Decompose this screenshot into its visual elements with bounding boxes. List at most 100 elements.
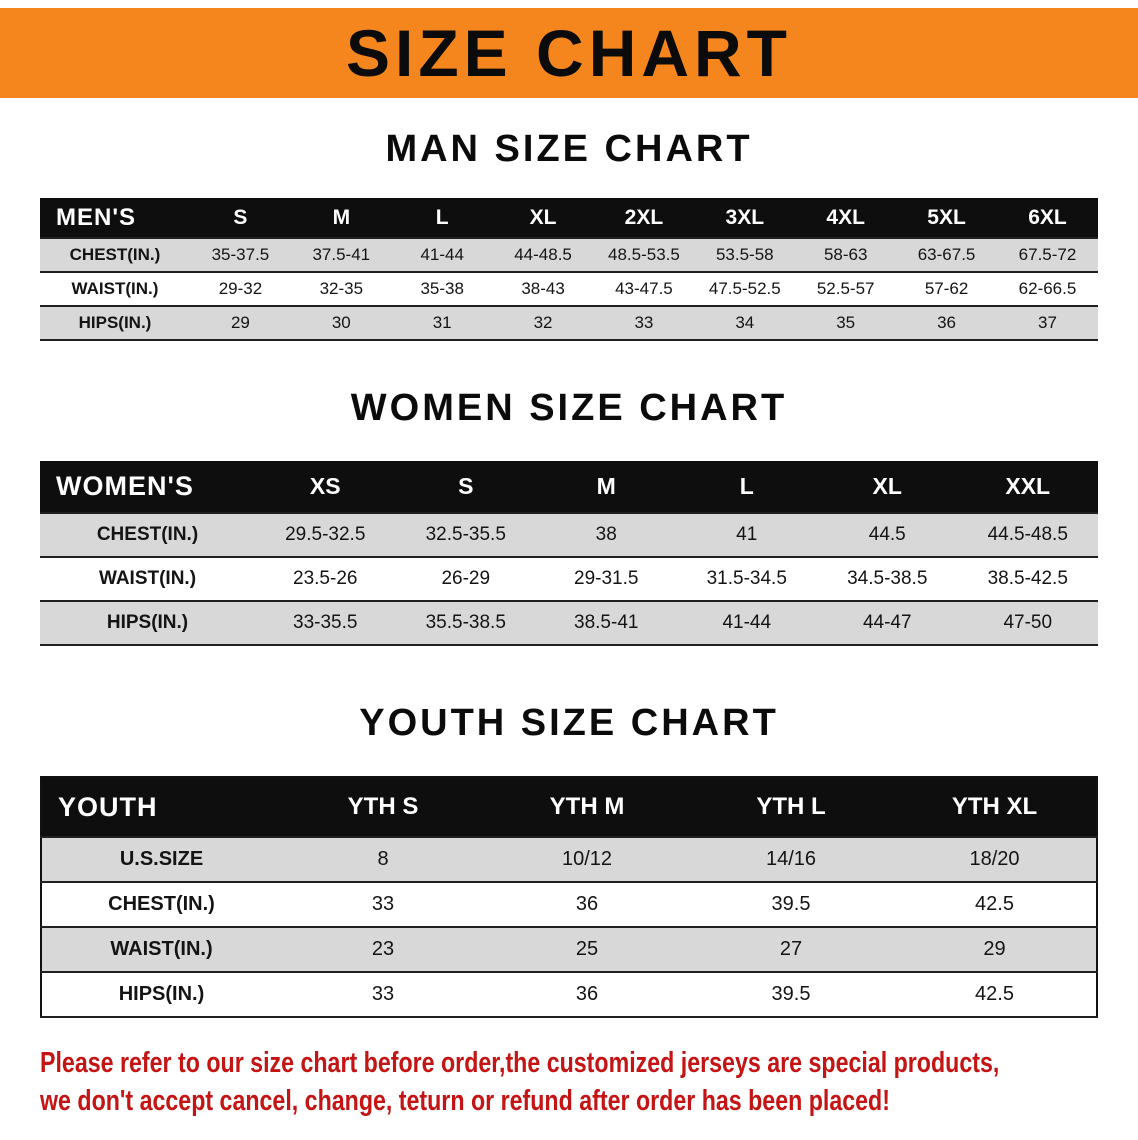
title-banner: SIZE CHART: [0, 8, 1138, 98]
size-value: 44-47: [862, 612, 912, 633]
size-value: 42.5: [975, 983, 1014, 1005]
size-value: 38: [595, 524, 617, 545]
size-value: 36: [575, 983, 599, 1005]
youth-size-chart-section: YOUTH SIZE CHART YOUTH YTH S YTH M YTH L YTH…: [0, 700, 1138, 1018]
size-value: 38.5-42.5: [987, 568, 1068, 589]
size-value: 23.5-26: [293, 568, 358, 589]
size-value: 44.5: [868, 524, 906, 545]
size-column-header: XXL: [957, 461, 1098, 513]
size-value: 33-35.5: [293, 612, 358, 633]
table-row: HIPS(IN.) 29 30 31 32 33 34 35 36 37: [40, 306, 1098, 340]
table-row: HIPS(IN.) 33-35.5 35.5-38.5 38.5-41 41-44 44-…: [40, 601, 1098, 645]
size-value: 36: [575, 893, 599, 915]
size-column-header: S: [395, 461, 536, 513]
size-value: 39.5: [771, 983, 811, 1005]
page-title: SIZE CHART: [346, 16, 792, 90]
table-row: CHEST(IN.) 35-37.5 37.5-41 41-44 44-48.5 48.5…: [40, 238, 1098, 272]
women-size-table: WOMEN'S XS S M L XL XXL CHEST(IN.) 29.5-32.5 32.5…: [40, 461, 1098, 646]
size-value: 44.5-48.5: [987, 524, 1068, 545]
size-table: MEN'S S M L XL 2XL 3XL 4XL 5XL 6XL CHEST(IN.) 35-37…: [40, 198, 1098, 341]
row-label: CHEST(IN.): [108, 893, 215, 915]
size-value: 32: [533, 313, 553, 332]
size-value: 27: [779, 938, 803, 960]
size-value: 29: [230, 313, 250, 332]
size-column-header: YTH S: [281, 777, 485, 837]
row-label: HIPS(IN.): [106, 612, 189, 633]
size-value: 39.5: [771, 893, 811, 915]
size-value: 58-63: [823, 245, 868, 264]
size-value: 31.5-34.5: [706, 568, 787, 589]
size-value: 34: [735, 313, 755, 332]
size-value: 43-47.5: [615, 279, 673, 298]
size-value: 67.5-72: [1018, 245, 1077, 264]
row-label: CHEST(IN.): [69, 245, 161, 264]
row-label: WAIST(IN.): [110, 938, 213, 960]
size-column-header: 5XL: [896, 198, 997, 238]
size-value: 29.5-32.5: [285, 524, 366, 545]
size-table: YOUTH YTH S YTH M YTH L YTH XL U.S.SIZE 8 10/12…: [40, 776, 1098, 1018]
size-value: 35.5-38.5: [425, 612, 506, 633]
size-column-header: YTH M: [485, 777, 689, 837]
size-value: 34.5-38.5: [847, 568, 928, 589]
size-column-header: L: [391, 198, 493, 238]
women-size-chart-section: WOMEN SIZE CHART WOMEN'S XS S M L XL XXL CHEST(…: [0, 385, 1138, 646]
size-value: 26-29: [441, 568, 491, 589]
size-value: 47-50: [1003, 612, 1053, 633]
table-row: WAIST(IN.) 23.5-26 26-29 29-31.5 31.5-34.5 34…: [40, 557, 1098, 601]
size-column-header: XS: [255, 461, 396, 513]
table-header-row: MEN'S S M L XL 2XL 3XL 4XL 5XL 6XL: [40, 198, 1098, 238]
table-header-row: WOMEN'S XS S M L XL XXL: [40, 461, 1098, 513]
row-label: HIPS(IN.): [118, 983, 205, 1005]
size-chart-page: SIZE CHART MAN SIZE CHART MEN'S S M L XL 2XL 3…: [0, 8, 1138, 1120]
size-value: 37: [1038, 313, 1057, 332]
table-row: HIPS(IN.) 33 36 39.5 42.5: [41, 972, 1097, 1017]
youth-size-table: YOUTH YTH S YTH M YTH L YTH XL U.S.SIZE 8 10/12…: [40, 776, 1098, 1018]
table-header-row: YOUTH YTH S YTH M YTH L YTH XL: [41, 777, 1097, 837]
table-corner-label: WOMEN'S: [40, 461, 255, 513]
size-value: 10/12: [561, 848, 613, 870]
size-value: 29: [983, 938, 1006, 960]
size-value: 57-62: [924, 279, 969, 298]
row-label: CHEST(IN.): [96, 524, 199, 545]
size-value: 37.5-41: [312, 245, 371, 264]
size-value: 48.5-53.5: [608, 245, 680, 264]
table-row: WAIST(IN.) 23 25 27 29: [41, 927, 1097, 972]
size-value: 33: [634, 313, 654, 332]
row-label: HIPS(IN.): [78, 313, 152, 332]
size-column-header: M: [290, 198, 392, 238]
size-value: 35-37.5: [211, 245, 270, 264]
size-value: 38.5-41: [574, 612, 639, 633]
size-value: 18/20: [969, 848, 1020, 870]
notice-line-1: Please refer to our size chart before or…: [40, 1047, 1000, 1079]
table-row: CHEST(IN.) 29.5-32.5 32.5-35.5 38 41 44.5 44.5…: [40, 513, 1098, 557]
men-size-chart-section: MAN SIZE CHART MEN'S S M L XL 2XL 3XL 4XL 5XL 6XL…: [0, 126, 1138, 341]
size-column-header: M: [536, 461, 677, 513]
size-value: 25: [575, 938, 599, 960]
size-value: 32.5-35.5: [425, 524, 506, 545]
size-value: 31: [432, 313, 452, 332]
size-column-header: 2XL: [593, 198, 695, 238]
size-value: 36: [937, 313, 957, 332]
row-label: WAIST(IN.): [98, 568, 197, 589]
women-section-heading: WOMEN SIZE CHART: [350, 387, 788, 429]
size-value: 41: [736, 524, 758, 545]
size-value: 62-66.5: [1018, 279, 1077, 298]
table-corner-label: YOUTH: [41, 777, 281, 837]
size-value: 33: [371, 983, 395, 1005]
table-row: WAIST(IN.) 29-32 32-35 35-38 38-43 43-47.5 47.…: [40, 272, 1098, 306]
men-size-table: MEN'S S M L XL 2XL 3XL 4XL 5XL 6XL CHEST(IN.) 35-37…: [40, 198, 1098, 341]
order-notice: Please refer to our size chart before or…: [40, 1044, 1138, 1120]
size-value: 23: [371, 938, 395, 960]
size-column-header: YTH L: [689, 777, 893, 837]
row-label: U.S.SIZE: [119, 848, 204, 870]
table-corner-label: MEN'S: [40, 198, 190, 238]
size-column-header: 6XL: [997, 198, 1098, 238]
size-value: 38-43: [521, 279, 565, 298]
size-column-header: YTH XL: [893, 777, 1097, 837]
row-label: WAIST(IN.): [71, 279, 159, 298]
size-value: 42.5: [975, 893, 1014, 915]
size-value: 35-38: [420, 279, 464, 298]
size-column-header: 3XL: [694, 198, 796, 238]
size-value: 41-44: [722, 612, 772, 633]
size-value: 29-31.5: [574, 568, 639, 589]
